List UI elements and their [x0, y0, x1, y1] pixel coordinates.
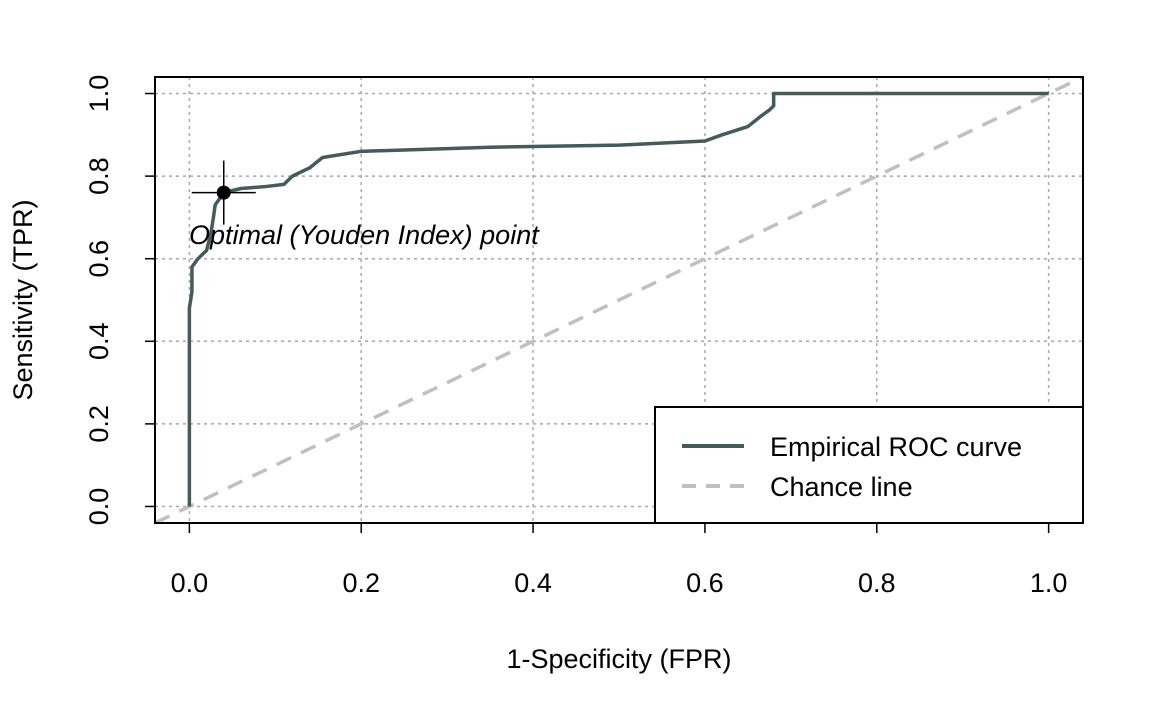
legend-box [654, 406, 1084, 524]
y-tick-label-2: 0.4 [84, 323, 114, 361]
chance-line [154, 75, 1084, 525]
x-tick-label-1: 0.2 [342, 568, 380, 598]
x-tick-label-4: 0.8 [858, 568, 896, 598]
x-tick-label-0: 0.0 [171, 568, 209, 598]
y-tick-label-0: 0.0 [84, 488, 114, 526]
legend: Empirical ROC curve Chance line [654, 406, 1084, 524]
x-axis: 0.0 0.2 0.4 0.6 0.8 1.0 [171, 523, 1068, 598]
x-axis-title: 1-Specificity (FPR) [506, 644, 731, 674]
optimal-point-layer [191, 160, 256, 225]
chance-line-layer [154, 75, 1084, 525]
x-tick-label-5: 1.0 [1030, 568, 1068, 598]
legend-label-roc: Empirical ROC curve [770, 432, 1022, 462]
y-tick-label-3: 0.6 [84, 240, 114, 278]
y-tick-label-1: 0.2 [84, 405, 114, 443]
roc-curve-layer [187, 91, 1049, 507]
optimal-point-label: Optimal (Youden Index) point [189, 220, 540, 250]
x-tick-label-3: 0.6 [686, 568, 724, 598]
y-tick-label-4: 0.8 [84, 157, 114, 195]
y-axis-title: Sensitivity (TPR) [8, 199, 38, 400]
plot-frame [154, 76, 1084, 524]
x-tick-label-2: 0.4 [514, 568, 552, 598]
legend-label-chance: Chance line [770, 472, 913, 502]
optimal-point-marker [216, 185, 231, 200]
y-axis: 0.0 0.2 0.4 0.6 0.8 1.0 [84, 75, 155, 526]
y-tick-label-5: 1.0 [84, 75, 114, 113]
roc-curve [187, 91, 1049, 507]
